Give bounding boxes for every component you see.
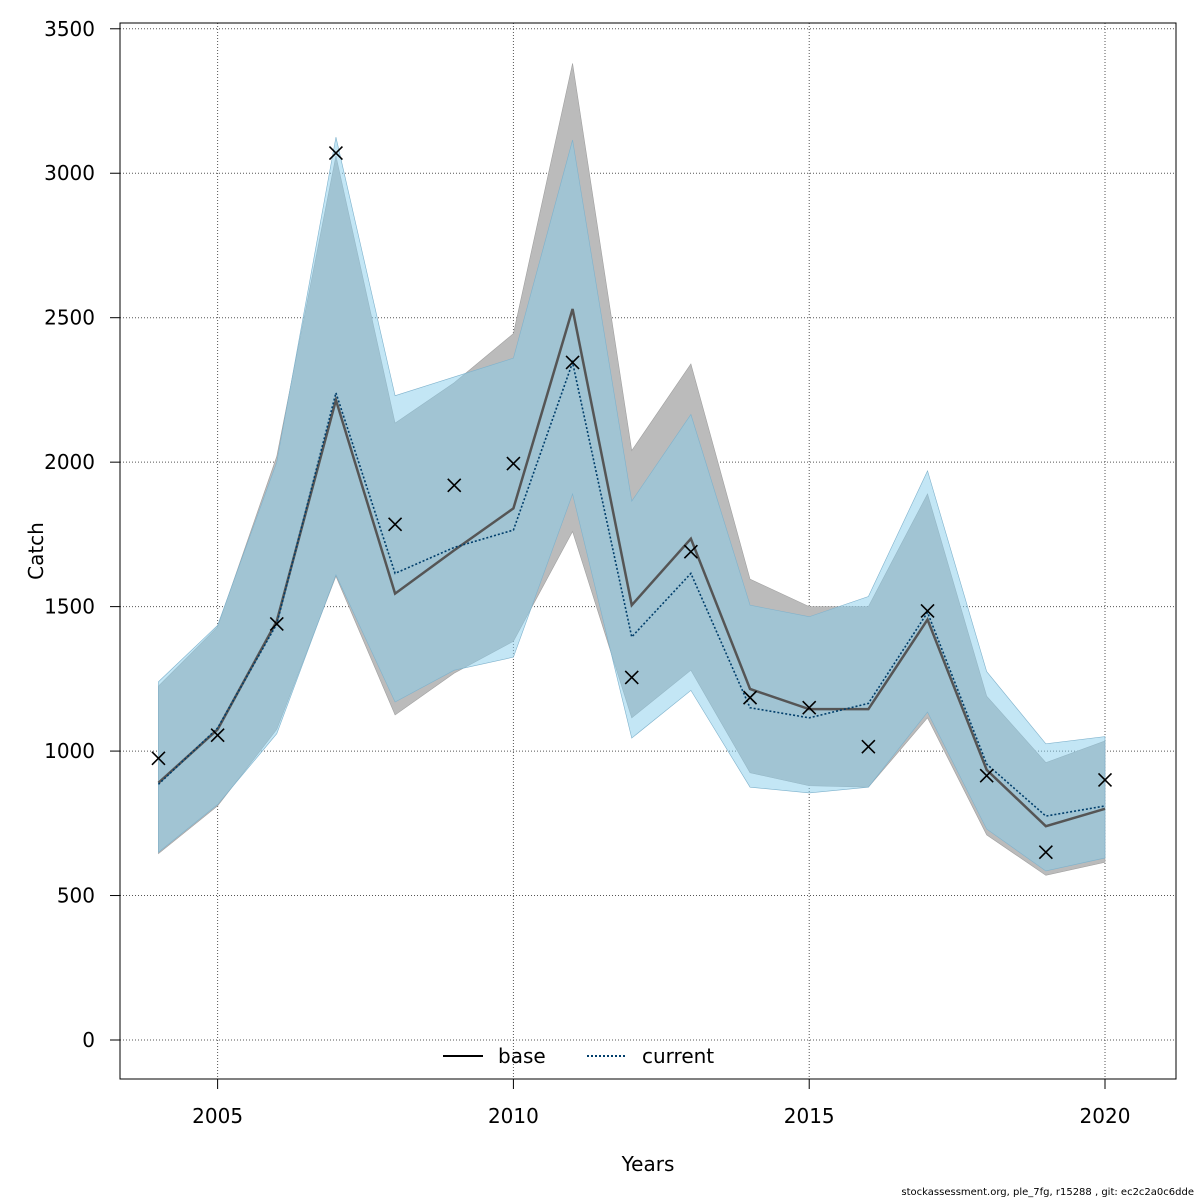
observation-point-2012 xyxy=(624,670,639,685)
observation-markers xyxy=(151,145,1113,860)
y-tick-label-7: 3500 xyxy=(44,17,95,41)
series-lines xyxy=(157,308,1106,828)
confidence-band-current xyxy=(158,137,1106,872)
x-tick-label-0: 2005 xyxy=(192,1104,243,1128)
observation-point-2014 xyxy=(742,690,758,705)
x-tick-label-2: 2015 xyxy=(784,1104,835,1128)
observation-point-2010 xyxy=(506,456,521,471)
series-line-current xyxy=(157,359,1106,817)
observation-point-2011 xyxy=(565,355,580,370)
axes: 2005 2010 2015 2020 0 500 1000 1500 2000 2500 3000… xyxy=(44,17,1130,1128)
observation-point-2016 xyxy=(861,739,876,754)
y-tick-label-2: 1000 xyxy=(44,739,95,763)
x-tick-label-1: 2010 xyxy=(488,1104,539,1128)
y-tick-label-5: 2500 xyxy=(44,306,95,330)
legend-label-base: base xyxy=(498,1044,546,1068)
y-tick-label-3: 1500 xyxy=(44,595,95,619)
observation-point-2007 xyxy=(328,145,343,161)
y-tick-label-6: 3000 xyxy=(44,161,95,185)
observation-point-2019 xyxy=(1038,845,1053,860)
observation-point-2006 xyxy=(269,616,284,632)
y-tick-label-0: 0 xyxy=(82,1028,95,1052)
footer-credit: stockassessment.org, ple_7fg, r15288 , g… xyxy=(901,1187,1194,1198)
observation-point-2005 xyxy=(210,728,225,743)
observation-point-2015 xyxy=(802,700,817,715)
plot-frame xyxy=(119,22,1177,1080)
legend-label-current: current xyxy=(642,1044,714,1068)
observation-point-2020 xyxy=(1097,772,1113,788)
observation-point-2018 xyxy=(979,768,994,783)
observation-point-2013 xyxy=(683,544,698,559)
observation-point-2004 xyxy=(151,751,166,766)
x-axis-title: Years xyxy=(621,1152,675,1176)
y-tick-label-4: 2000 xyxy=(44,450,95,474)
series-line-base xyxy=(157,308,1106,828)
observation-point-2008 xyxy=(388,517,403,532)
y-tick-label-1: 500 xyxy=(57,884,95,908)
y-axis-title: Catch xyxy=(24,522,48,580)
observation-point-2017 xyxy=(920,603,935,619)
observation-point-2009 xyxy=(447,478,462,493)
legend: base current xyxy=(443,1044,714,1068)
confidence-bands xyxy=(158,63,1106,876)
x-tick-label-3: 2020 xyxy=(1080,1104,1131,1128)
